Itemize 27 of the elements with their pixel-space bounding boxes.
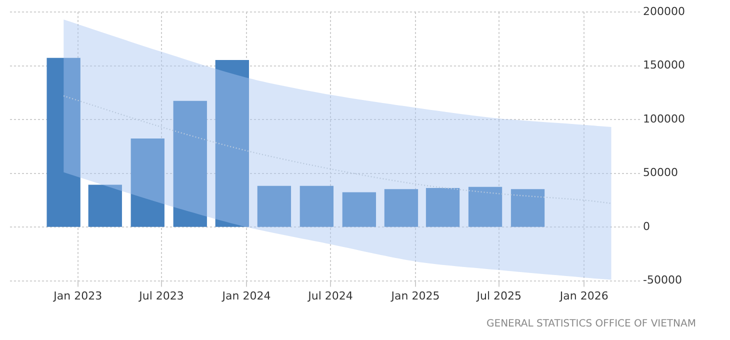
x-tick-label: Jan 2024 [221, 289, 271, 302]
bar [300, 186, 334, 227]
line-series [62, 95, 612, 204]
y-tick-label: 100000 [643, 112, 685, 126]
x-tick-label: Jan 2026 [558, 289, 608, 302]
bar [342, 192, 376, 227]
bar [173, 100, 207, 227]
x-tick-label: Jul 2025 [476, 289, 522, 302]
x-tick-label: Jul 2024 [307, 289, 353, 302]
y-tick-label: 50000 [643, 166, 678, 180]
bar [46, 58, 80, 227]
y-tick-label: -50000 [643, 274, 682, 287]
y-tick-label: 0 [643, 220, 650, 233]
bar [88, 184, 122, 227]
x-tick-label: Jul 2023 [138, 289, 184, 302]
bar [468, 186, 502, 227]
x-tick-label: Jan 2023 [52, 289, 102, 302]
text: GENERAL STATISTICS OFFICE OF VIETNAM [486, 318, 696, 330]
bar [510, 189, 545, 227]
y-tick-label: 150000 [643, 58, 685, 72]
y-tick-label: 200000 [643, 4, 685, 18]
bar [257, 186, 292, 227]
bar [384, 189, 418, 227]
bar [426, 188, 460, 227]
bar [130, 138, 164, 227]
x-tick-label: Jan 2025 [390, 289, 440, 302]
bar [215, 60, 249, 227]
